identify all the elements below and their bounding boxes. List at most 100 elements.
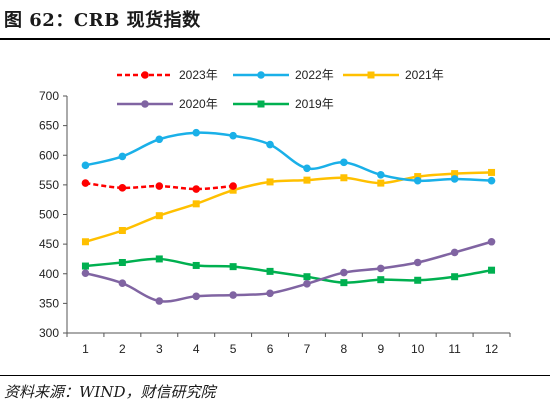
data-point-2021	[155, 212, 163, 220]
data-point-2022	[81, 161, 90, 170]
data-point-2020	[81, 269, 90, 277]
data-point-2020	[229, 291, 237, 299]
x-tick-label: 7	[304, 342, 311, 356]
y-tick-label: 400	[39, 267, 59, 281]
legend-item-2022: 2022年	[233, 68, 334, 82]
x-tick-label: 11	[448, 342, 461, 356]
x-tick-label: 6	[267, 342, 274, 356]
y-axis: 300 350 400 450 500 550 600 650 700	[39, 89, 68, 340]
x-tick-label: 4	[193, 342, 200, 356]
data-point-2021	[266, 178, 274, 186]
title-divider	[0, 38, 550, 40]
data-point-2023	[229, 182, 237, 190]
data-point-2022	[266, 140, 274, 149]
series-2019	[81, 255, 496, 287]
data-point-2019	[340, 279, 348, 287]
legend-label: 2022年	[295, 68, 334, 82]
data-point-2020	[303, 280, 311, 288]
series-line-2020	[85, 240, 492, 303]
data-point-2020	[192, 292, 201, 301]
data-point-2020	[266, 289, 274, 298]
data-point-2023	[155, 182, 164, 190]
y-tick-label: 550	[39, 178, 59, 192]
y-tick-label: 650	[39, 119, 59, 133]
data-point-2022	[118, 152, 127, 161]
x-tick-label: 2	[119, 342, 126, 356]
data-point-2022	[155, 135, 164, 144]
chart-legend: 2023年 2022年 2021年 2020年 2019年	[117, 68, 444, 111]
data-point-2021	[303, 176, 311, 184]
data-point-2022	[413, 176, 422, 185]
data-point-2022	[192, 128, 201, 137]
data-point-2019	[303, 273, 311, 281]
legend-swatch-marker	[367, 71, 375, 79]
legend-swatch-marker	[141, 100, 149, 108]
y-tick-label: 350	[39, 296, 59, 310]
series-2021	[81, 168, 496, 246]
data-point-2021	[229, 186, 237, 194]
legend-label: 2019年	[295, 97, 334, 111]
x-tick-label: 9	[377, 342, 384, 356]
plot-area	[81, 128, 496, 305]
x-tick-label: 3	[156, 342, 163, 356]
data-point-2019	[192, 261, 200, 269]
data-point-2021	[414, 173, 422, 181]
series-2020	[81, 237, 496, 305]
data-point-2019	[451, 273, 459, 281]
data-point-2022	[376, 171, 385, 179]
legend-swatch-marker	[257, 71, 265, 79]
legend-item-2021: 2021年	[343, 68, 444, 82]
x-tick-label: 8	[341, 342, 348, 356]
data-point-2022	[450, 175, 459, 183]
data-point-2023	[118, 184, 127, 192]
data-point-2019	[118, 258, 126, 266]
data-point-2020	[340, 268, 348, 277]
data-point-2022	[303, 164, 311, 173]
data-point-2020	[487, 237, 496, 246]
data-point-2020	[118, 279, 127, 288]
data-point-2021	[451, 170, 459, 178]
y-tick-label: 450	[39, 237, 59, 251]
series-line-2019	[85, 257, 492, 284]
x-tick-label: 5	[230, 342, 237, 356]
y-tick-label: 500	[39, 208, 59, 222]
data-point-2019	[414, 276, 422, 284]
data-point-2023	[192, 185, 201, 193]
series-line-2022	[85, 131, 492, 183]
data-point-2021	[377, 179, 385, 187]
x-tick-label: 10	[411, 342, 425, 356]
data-point-2020	[155, 297, 164, 305]
data-point-2022	[340, 158, 348, 167]
data-point-2019	[377, 276, 385, 284]
data-point-2021	[488, 168, 496, 176]
series-2023	[81, 179, 237, 193]
data-point-2022	[487, 176, 496, 185]
data-point-2019	[266, 267, 274, 275]
legend-item-2020: 2020年	[117, 97, 218, 111]
data-point-2022	[229, 131, 237, 140]
y-tick-label: 600	[39, 148, 59, 162]
legend-item-2023: 2023年	[117, 68, 218, 82]
source-divider	[0, 375, 550, 376]
data-point-2020	[450, 248, 459, 257]
legend-swatch-marker	[257, 100, 265, 108]
data-point-2021	[118, 226, 126, 234]
data-point-2021	[81, 238, 89, 246]
line-chart: 2023年 2022年 2021年 2020年 2019年 300 350 400 450 50…	[39, 68, 511, 356]
x-axis: 1 2 3 4 5 6 7 8 9 10 11 12	[66, 332, 511, 356]
y-tick-label: 700	[39, 89, 59, 103]
x-tick-label: 12	[485, 342, 499, 356]
legend-label: 2020年	[179, 97, 218, 111]
data-point-2019	[81, 262, 89, 270]
data-point-2019	[155, 255, 163, 263]
legend-swatch-marker	[141, 71, 149, 79]
legend-item-2019: 2019年	[233, 97, 334, 111]
figure-header: 图 62：CRB 现货指数	[0, 0, 550, 40]
series-2022	[81, 128, 496, 185]
data-point-2020	[413, 258, 422, 267]
data-point-2021	[192, 200, 200, 208]
source-note: 资料来源：WIND，财信研究院	[4, 383, 216, 401]
y-tick-label: 300	[39, 326, 59, 340]
data-point-2021	[340, 174, 348, 182]
legend-label: 2021年	[405, 68, 444, 82]
